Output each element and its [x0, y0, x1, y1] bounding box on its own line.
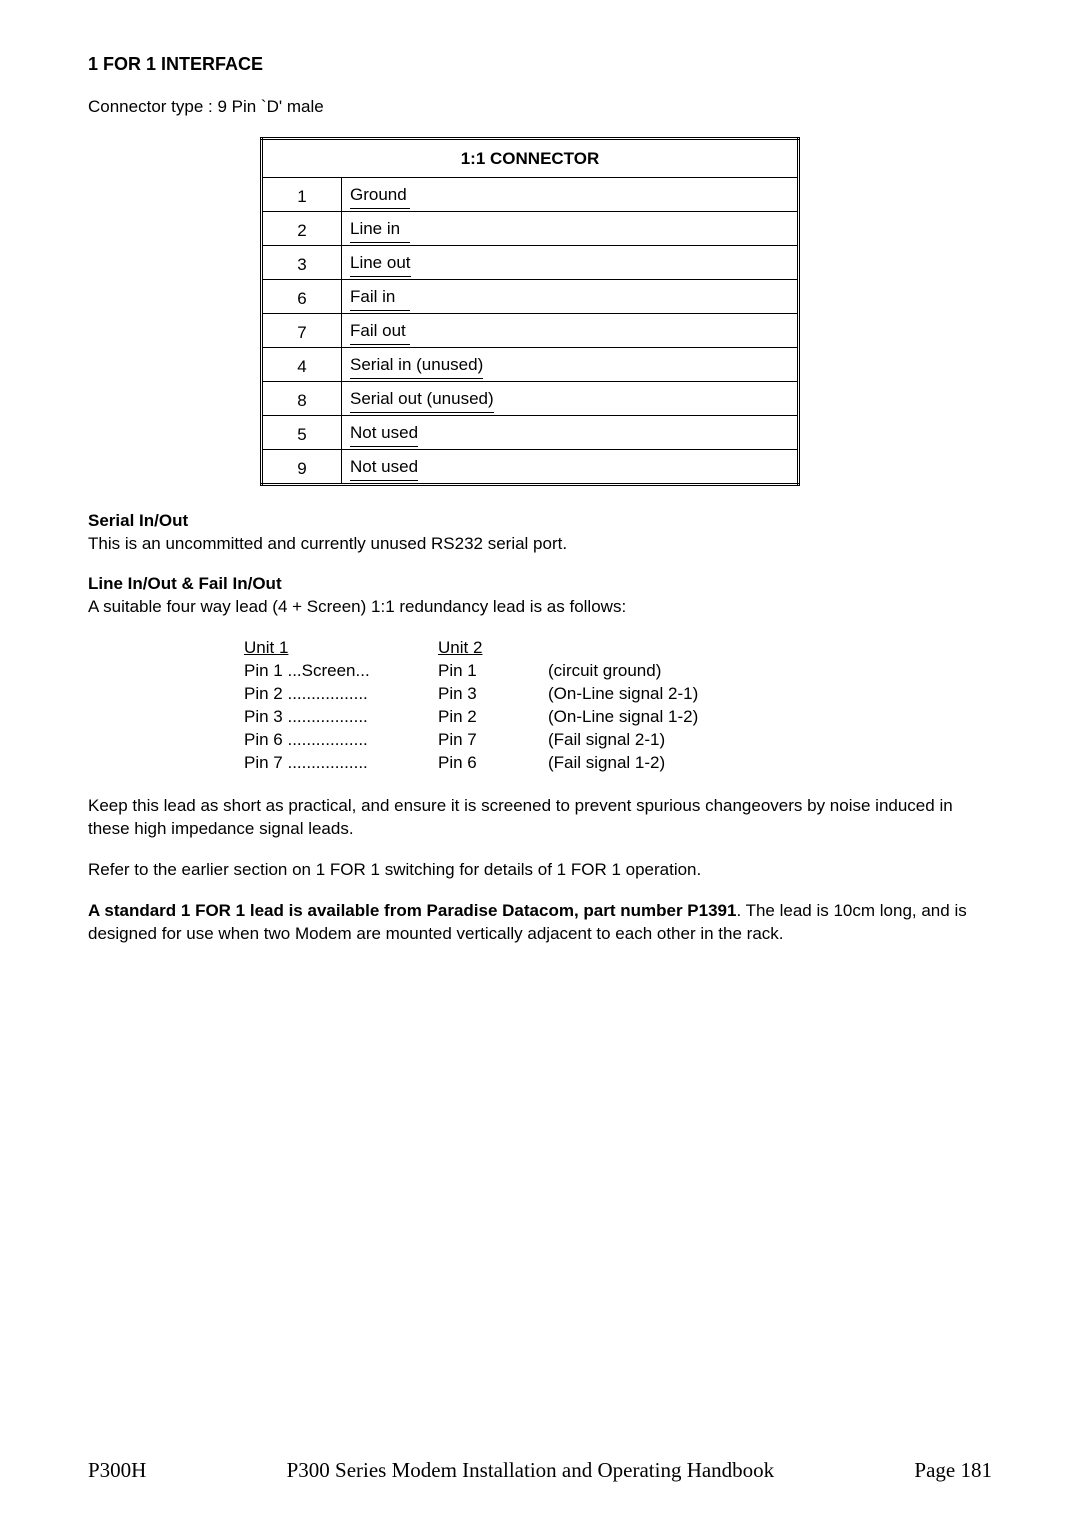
connector-type-line: Connector type : 9 Pin `D' male [88, 96, 992, 119]
pin-desc: Serial out (unused) [350, 388, 494, 413]
pin-number: 1 [262, 178, 342, 212]
footer-center: P300 Series Modem Installation and Opera… [287, 1456, 775, 1484]
pin-desc-cell: Fail out [342, 313, 799, 347]
table-row: 5 Not used [262, 415, 799, 449]
footer-left: P300H [88, 1456, 146, 1484]
pin-map: Unit 1 Unit 2 Pin 1 ...Screen... Pin 1 (… [244, 637, 992, 775]
pin-map-u1: Pin 3 ................. [244, 706, 438, 729]
pin-desc: Serial in (unused) [350, 354, 483, 379]
pin-map-u2: Pin 7 [438, 729, 548, 752]
pin-number: 2 [262, 212, 342, 246]
table-row: 8 Serial out (unused) [262, 381, 799, 415]
pin-number: 3 [262, 246, 342, 280]
pin-map-u2: Pin 3 [438, 683, 548, 706]
pin-map-u1: Pin 7 ................. [244, 752, 438, 775]
connector-table: 1:1 CONNECTOR 1 Ground 2 Line in 3 Line … [260, 137, 800, 485]
table-row: 9 Not used [262, 449, 799, 484]
pin-desc-cell: Ground [342, 178, 799, 212]
pin-number: 8 [262, 381, 342, 415]
lineio-body: A suitable four way lead (4 + Screen) 1:… [88, 596, 992, 619]
table-row: 1 Ground [262, 178, 799, 212]
pin-desc-cell: Line out [342, 246, 799, 280]
page-title: 1 FOR 1 INTERFACE [88, 52, 992, 76]
pin-desc-cell: Fail in [342, 279, 799, 313]
pin-map-row: Pin 2 ................. Pin 3 (On-Line s… [244, 683, 992, 706]
pin-desc-cell: Serial in (unused) [342, 347, 799, 381]
pin-map-note: (On-Line signal 2-1) [548, 683, 698, 706]
pin-number: 7 [262, 313, 342, 347]
pin-map-u1: Pin 6 ................. [244, 729, 438, 752]
pin-desc: Fail in [350, 286, 410, 311]
pin-desc-cell: Serial out (unused) [342, 381, 799, 415]
pin-map-note: (On-Line signal 1-2) [548, 706, 698, 729]
pin-desc: Not used [350, 456, 418, 481]
pin-desc: Line out [350, 252, 411, 277]
pin-number: 9 [262, 449, 342, 484]
serial-heading: Serial In/Out [88, 510, 992, 533]
pin-desc: Not used [350, 422, 418, 447]
pin-number: 5 [262, 415, 342, 449]
pin-desc-cell: Line in [342, 212, 799, 246]
connector-table-header: 1:1 CONNECTOR [262, 139, 799, 178]
unit1-label: Unit 1 [244, 638, 288, 657]
pin-map-row: Pin 6 ................. Pin 7 (Fail sign… [244, 729, 992, 752]
pin-map-header: Unit 1 Unit 2 [244, 637, 992, 660]
pin-number: 4 [262, 347, 342, 381]
pin-map-note: (Fail signal 1-2) [548, 752, 665, 775]
table-row: 7 Fail out [262, 313, 799, 347]
pin-map-u1: Pin 1 ...Screen... [244, 660, 438, 683]
pin-desc-cell: Not used [342, 415, 799, 449]
footer-right: Page 181 [914, 1456, 992, 1484]
paragraph-standard-bold: A standard 1 FOR 1 lead is available fro… [88, 901, 736, 920]
pin-map-u2: Pin 1 [438, 660, 548, 683]
pin-desc: Fail out [350, 320, 410, 345]
paragraph-refer: Refer to the earlier section on 1 FOR 1 … [88, 859, 992, 882]
pin-map-u1: Pin 2 ................. [244, 683, 438, 706]
table-row: 3 Line out [262, 246, 799, 280]
pin-map-u2: Pin 6 [438, 752, 548, 775]
table-row: 4 Serial in (unused) [262, 347, 799, 381]
pin-desc: Ground [350, 184, 410, 209]
page-footer: P300H P300 Series Modem Installation and… [88, 1456, 992, 1484]
table-row: 2 Line in [262, 212, 799, 246]
pin-map-row: Pin 1 ...Screen... Pin 1 (circuit ground… [244, 660, 992, 683]
lineio-heading: Line In/Out & Fail In/Out [88, 573, 992, 596]
paragraph-standard: A standard 1 FOR 1 lead is available fro… [88, 900, 992, 946]
pin-map-u2: Pin 2 [438, 706, 548, 729]
pin-map-note: (circuit ground) [548, 660, 661, 683]
unit2-label: Unit 2 [438, 638, 482, 657]
table-row: 6 Fail in [262, 279, 799, 313]
pin-map-note: (Fail signal 2-1) [548, 729, 665, 752]
pin-map-row: Pin 3 ................. Pin 2 (On-Line s… [244, 706, 992, 729]
pin-desc-cell: Not used [342, 449, 799, 484]
pin-number: 6 [262, 279, 342, 313]
paragraph-keep: Keep this lead as short as practical, an… [88, 795, 992, 841]
pin-map-row: Pin 7 ................. Pin 6 (Fail sign… [244, 752, 992, 775]
serial-body: This is an uncommitted and currently unu… [88, 533, 992, 556]
pin-desc: Line in [350, 218, 410, 243]
